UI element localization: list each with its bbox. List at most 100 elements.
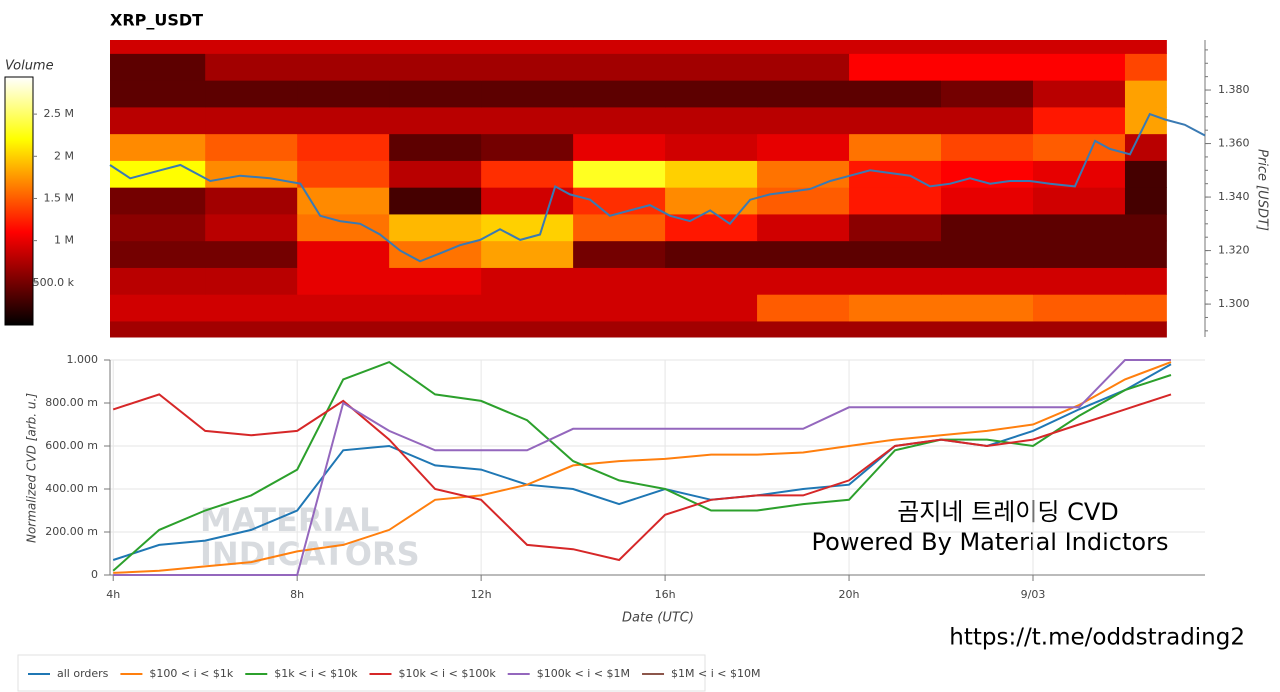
legend-label: $100 < i < $1k	[149, 667, 233, 680]
colorbar-tick-label: 500.0 k	[33, 276, 75, 289]
legend-label: $10k < i < $100k	[398, 667, 496, 680]
heatmap-cell	[389, 213, 482, 242]
heatmap-cell	[297, 187, 390, 215]
heatmap-cell	[757, 160, 850, 188]
cvd-line	[113, 359, 1171, 576]
heatmap-cell	[1033, 53, 1126, 81]
y-tick-label: 600.00 m	[45, 439, 98, 452]
y-tick-label: 1.360	[1218, 137, 1250, 150]
heatmap-cell	[849, 80, 942, 108]
heatmap-cell	[1033, 240, 1126, 268]
x-tick-label: 20h	[839, 588, 860, 601]
heatmap-cell	[481, 133, 574, 161]
heatmap-cell	[1124, 80, 1167, 108]
heatmap-cell	[941, 53, 1034, 81]
colorbar-tick-label: 1 M	[54, 234, 74, 247]
heatmap-cell	[573, 80, 666, 108]
cvd-line	[113, 361, 1172, 574]
x-tick-label: 4h	[106, 588, 120, 601]
heatmap-cell	[481, 160, 574, 188]
heatmap-cell	[205, 133, 298, 161]
heatmap-cell	[205, 213, 298, 242]
heatmap-cell	[205, 240, 298, 268]
heatmap-cell	[297, 240, 390, 268]
legend-label: all orders	[57, 667, 109, 680]
cvd-line	[112, 363, 1172, 561]
heatmap-cell	[665, 40, 758, 54]
heatmap-cell	[1033, 40, 1126, 54]
heatmap-cell	[297, 160, 390, 188]
watermark: MATERIAL	[200, 501, 380, 539]
heatmap-cell	[941, 294, 1034, 322]
x-tick-label: 9/03	[1021, 588, 1046, 601]
heatmap-cell	[205, 320, 298, 338]
heatmap-cell	[389, 53, 482, 81]
y-tick-label: 1.340	[1218, 190, 1250, 203]
heatmap-cell	[110, 53, 206, 81]
heatmap-cell	[1124, 40, 1167, 54]
heatmap-cell	[389, 320, 482, 338]
heatmap-cell	[110, 294, 206, 322]
heatmap-cell	[757, 240, 850, 268]
title: XRP_USDT	[110, 11, 203, 30]
cvd-line	[112, 360, 1172, 572]
link[interactable]: https://t.me/oddstrading2	[949, 625, 1245, 651]
heatmap-cell	[481, 53, 574, 81]
x-tick-label: 8h	[290, 588, 304, 601]
heatmap-cell	[297, 40, 390, 54]
legend-label: $1k < i < $10k	[274, 667, 358, 680]
heatmap-cell	[757, 187, 850, 215]
heatmap-cell	[573, 213, 666, 242]
colorbar-tick-label: 2.5 M	[44, 107, 74, 120]
heatmap-cell	[1124, 294, 1167, 322]
heatmap-cell	[573, 160, 666, 188]
y-axis-label: Normalized CVD [arb. u.]	[25, 393, 39, 543]
legend-label: $100k < i < $1M	[537, 667, 630, 680]
heatmap-cell	[1033, 320, 1126, 338]
heatmap-cell	[297, 267, 390, 295]
heatmap-cell	[389, 133, 482, 161]
heatmap-cell	[665, 320, 758, 338]
heatmap-cell	[573, 267, 666, 295]
colorbar-tick-label: 1.5 M	[44, 191, 74, 204]
heatmap-cell	[1124, 160, 1167, 188]
heatmap-cell	[849, 267, 942, 295]
heatmap-cell	[481, 294, 574, 322]
heatmap-cell	[110, 106, 206, 135]
heatmap-cell	[481, 80, 574, 108]
heatmap-cell	[757, 106, 850, 135]
colorbar-tick-label: 2 M	[54, 149, 74, 162]
heatmap-cell	[389, 106, 482, 135]
heatmap-cell	[757, 267, 850, 295]
heatmap-cell	[573, 40, 666, 54]
heatmap-cell	[757, 80, 850, 108]
heatmap-cell	[849, 240, 942, 268]
heatmap-cell	[849, 213, 942, 242]
heatmap-cell	[573, 187, 666, 215]
heatmap-cell	[297, 213, 390, 242]
heatmap-cell	[849, 320, 942, 338]
heatmap-cell	[665, 160, 758, 188]
y-tick-label: 0	[91, 568, 98, 581]
y-tick-label: 800.00 m	[45, 396, 98, 409]
heatmap-cell	[389, 294, 482, 322]
heatmap-cell	[757, 320, 850, 338]
heatmap-cell	[297, 106, 390, 135]
heatmap-cell	[1033, 187, 1126, 215]
annotation: 곰지네 트레이딩 CVD	[897, 498, 1118, 526]
heatmap-cell	[573, 53, 666, 81]
colorbar	[4, 76, 34, 326]
y-tick-label: 1.000	[67, 353, 99, 366]
heatmap-cell	[389, 80, 482, 108]
heatmap-cell	[941, 80, 1034, 108]
heatmap-cell	[941, 320, 1034, 338]
heatmap-cell	[665, 106, 758, 135]
heatmap-cell	[665, 133, 758, 161]
heatmap-cell	[941, 213, 1034, 242]
heatmap-cell	[849, 40, 942, 54]
colorbar-label: Volume	[5, 59, 54, 74]
heatmap-cell	[941, 40, 1034, 54]
heatmap-cell	[205, 40, 298, 54]
heatmap-cell	[1033, 106, 1126, 135]
heatmap-cell	[389, 160, 482, 188]
